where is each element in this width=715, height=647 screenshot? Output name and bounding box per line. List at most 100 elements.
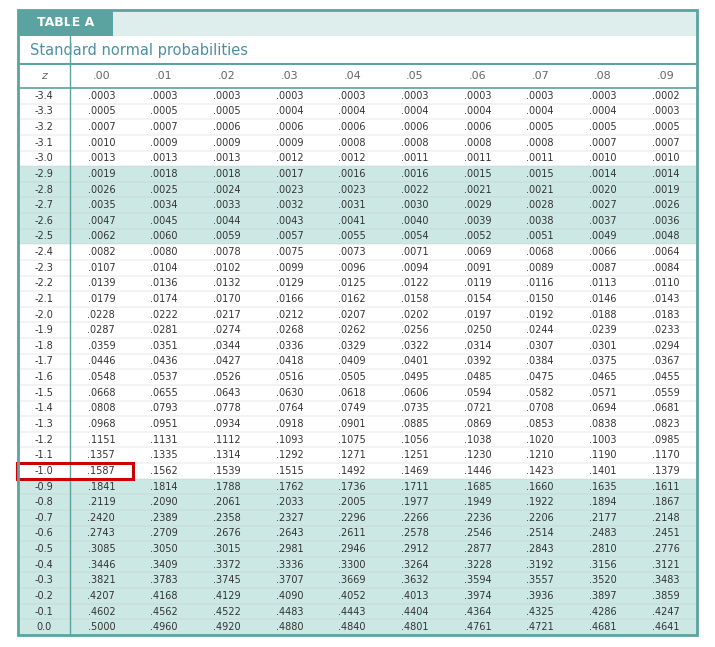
Text: .0516: .0516: [276, 372, 303, 382]
Text: .0694: .0694: [589, 403, 617, 413]
Text: .4129: .4129: [213, 591, 240, 601]
Bar: [18, 619, 697, 635]
Text: .0869: .0869: [464, 419, 491, 429]
Text: .0087: .0087: [589, 263, 617, 273]
Bar: [18, 151, 697, 166]
Text: .1379: .1379: [652, 466, 679, 476]
Text: .0003: .0003: [276, 91, 303, 101]
Text: .0027: .0027: [589, 200, 617, 210]
Text: .0037: .0037: [589, 216, 617, 226]
Text: .4443: .4443: [338, 606, 366, 617]
Text: .4090: .4090: [276, 591, 303, 601]
Text: .4960: .4960: [150, 622, 178, 632]
Text: .0010: .0010: [88, 138, 115, 148]
Text: .4404: .4404: [401, 606, 428, 617]
Text: .0418: .0418: [276, 356, 303, 366]
Text: .0618: .0618: [338, 388, 366, 398]
Text: .4286: .4286: [589, 606, 617, 617]
Text: .4801: .4801: [401, 622, 428, 632]
Text: .2148: .2148: [652, 513, 679, 523]
Text: .4013: .4013: [401, 591, 428, 601]
Text: .0005: .0005: [150, 107, 178, 116]
Text: .0045: .0045: [150, 216, 178, 226]
Text: .1492: .1492: [338, 466, 366, 476]
Text: .0003: .0003: [401, 91, 428, 101]
Text: .0043: .0043: [276, 216, 303, 226]
Text: .0015: .0015: [464, 169, 491, 179]
Text: .07: .07: [531, 71, 549, 81]
Text: .3707: .3707: [275, 575, 303, 586]
Bar: [18, 197, 697, 213]
Bar: [18, 36, 697, 64]
Text: .0207: .0207: [338, 310, 366, 320]
Text: .3483: .3483: [652, 575, 679, 586]
Text: .0113: .0113: [589, 278, 617, 289]
Text: .1230: .1230: [464, 450, 491, 460]
Text: .0017: .0017: [276, 169, 303, 179]
Bar: [18, 338, 697, 354]
Text: .1949: .1949: [464, 497, 491, 507]
Text: .1539: .1539: [213, 466, 240, 476]
Text: -1.7: -1.7: [34, 356, 54, 366]
Text: .0526: .0526: [213, 372, 241, 382]
Text: .1112: .1112: [213, 435, 240, 444]
Bar: [18, 166, 697, 182]
Text: .0009: .0009: [150, 138, 178, 148]
Text: .0139: .0139: [88, 278, 115, 289]
Bar: [18, 604, 697, 619]
Text: -2.2: -2.2: [34, 278, 54, 289]
Text: .1292: .1292: [275, 450, 303, 460]
Text: .2981: .2981: [276, 544, 303, 554]
Text: -0.6: -0.6: [34, 529, 54, 538]
Bar: [18, 104, 697, 119]
Text: .0052: .0052: [463, 232, 491, 241]
Text: .0025: .0025: [150, 184, 178, 195]
Text: .0019: .0019: [88, 169, 115, 179]
Bar: [18, 416, 697, 432]
Bar: [18, 463, 697, 479]
Text: .0183: .0183: [652, 310, 679, 320]
Text: .1093: .1093: [276, 435, 303, 444]
Text: .0749: .0749: [338, 403, 366, 413]
Text: .2296: .2296: [338, 513, 366, 523]
Bar: [18, 88, 697, 104]
Text: .0537: .0537: [150, 372, 178, 382]
Text: .0778: .0778: [213, 403, 241, 413]
Text: .0222: .0222: [150, 310, 178, 320]
Text: .0026: .0026: [652, 200, 679, 210]
Text: .0003: .0003: [150, 91, 178, 101]
Text: .0069: .0069: [464, 247, 491, 257]
Text: .0116: .0116: [526, 278, 554, 289]
Text: .0008: .0008: [401, 138, 428, 148]
Text: .0918: .0918: [276, 419, 303, 429]
Text: .0032: .0032: [276, 200, 303, 210]
Text: .0004: .0004: [338, 107, 366, 116]
Text: .0885: .0885: [401, 419, 429, 429]
Text: .1762: .1762: [275, 481, 303, 492]
Text: .1788: .1788: [213, 481, 240, 492]
Text: .0011: .0011: [464, 153, 491, 163]
Text: -0.1: -0.1: [34, 606, 54, 617]
Text: -0.7: -0.7: [34, 513, 54, 523]
Text: .0202: .0202: [401, 310, 429, 320]
Text: -1.0: -1.0: [34, 466, 54, 476]
Text: .3974: .3974: [464, 591, 491, 601]
Text: .0002: .0002: [652, 91, 679, 101]
Text: .1131: .1131: [150, 435, 178, 444]
Text: .0007: .0007: [87, 122, 115, 132]
Text: .0094: .0094: [401, 263, 428, 273]
Text: .0057: .0057: [275, 232, 303, 241]
Text: .0068: .0068: [526, 247, 554, 257]
Text: .0495: .0495: [401, 372, 429, 382]
Text: .0005: .0005: [213, 107, 240, 116]
Text: .3409: .3409: [150, 560, 178, 569]
Text: .4052: .4052: [338, 591, 366, 601]
Text: .0066: .0066: [589, 247, 617, 257]
Text: .0606: .0606: [401, 388, 428, 398]
Text: .3632: .3632: [401, 575, 429, 586]
Text: .0018: .0018: [150, 169, 178, 179]
Text: .0064: .0064: [652, 247, 679, 257]
Text: .0010: .0010: [652, 153, 679, 163]
Text: .0571: .0571: [589, 388, 617, 398]
Text: .05: .05: [406, 71, 424, 81]
